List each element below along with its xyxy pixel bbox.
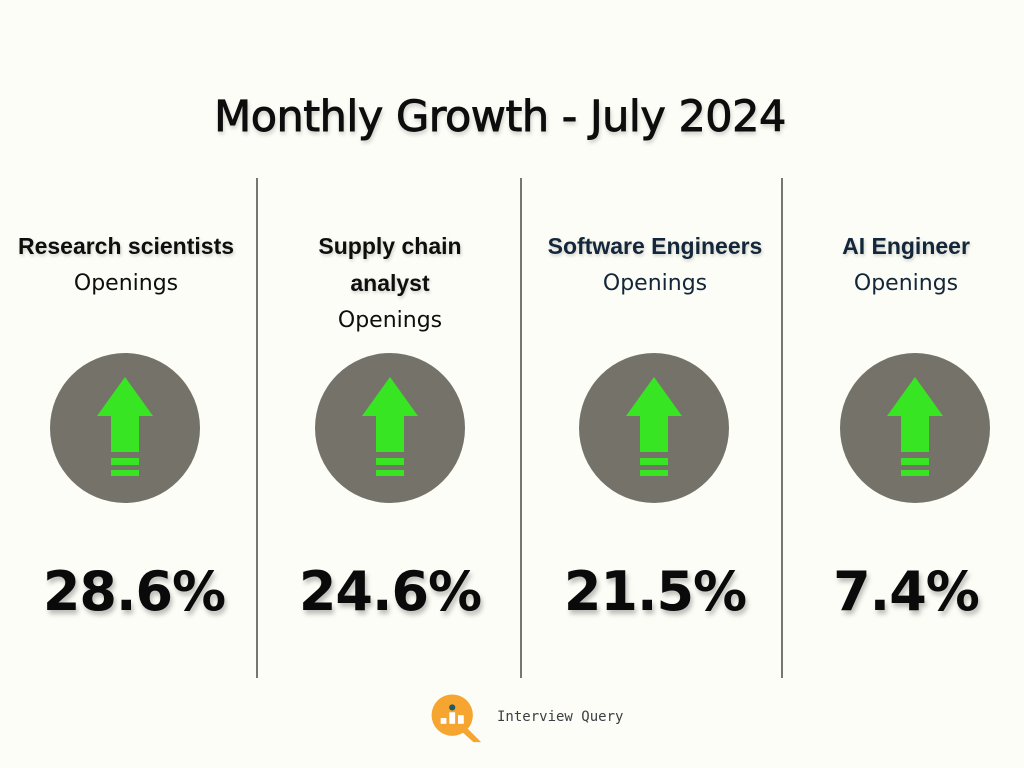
stat-column-research-scientists: Research scientists Openings 28.6%: [0, 0, 252, 768]
stat-column-ai-engineer: AI Engineer Openings 7.4%: [790, 0, 1022, 768]
role-label: Research scientists: [17, 233, 235, 259]
growth-value: 7.4%: [833, 560, 980, 623]
growth-value: 24.6%: [298, 560, 482, 623]
up-arrow-icon: [626, 377, 682, 476]
column-header: Software Engineers Openings: [526, 228, 784, 302]
stat-column-supply-chain-analyst: Supply chain analyst Openings 24.6%: [266, 0, 514, 768]
page-title: Monthly Growth - July 2024: [214, 92, 787, 143]
column-header: Supply chain analyst Openings: [266, 228, 514, 339]
growth-badge: [579, 353, 729, 503]
growth-value: 21.5%: [563, 560, 747, 623]
openings-label: Openings: [337, 308, 443, 333]
interview-query-logo-icon: [431, 694, 482, 743]
brand-name: Interview Query: [497, 709, 624, 725]
openings-label: Openings: [602, 271, 708, 296]
column-header: AI Engineer Openings: [790, 228, 1022, 302]
openings-label: Openings: [853, 271, 959, 296]
column-divider: [256, 178, 258, 678]
growth-badge: [315, 353, 465, 503]
column-divider: [781, 178, 783, 678]
growth-badge: [50, 353, 200, 503]
openings-label: Openings: [73, 271, 179, 296]
stat-column-software-engineers: Software Engineers Openings 21.5%: [526, 0, 784, 768]
up-arrow-icon: [362, 377, 418, 476]
up-arrow-icon: [97, 377, 153, 476]
growth-badge: [840, 353, 990, 503]
growth-value: 28.6%: [42, 560, 226, 623]
column-divider: [520, 178, 522, 678]
role-label: Supply chain analyst: [318, 233, 462, 296]
role-label: Software Engineers: [547, 233, 763, 259]
column-header: Research scientists Openings: [0, 228, 252, 302]
role-label: AI Engineer: [842, 233, 970, 259]
up-arrow-icon: [887, 377, 943, 476]
